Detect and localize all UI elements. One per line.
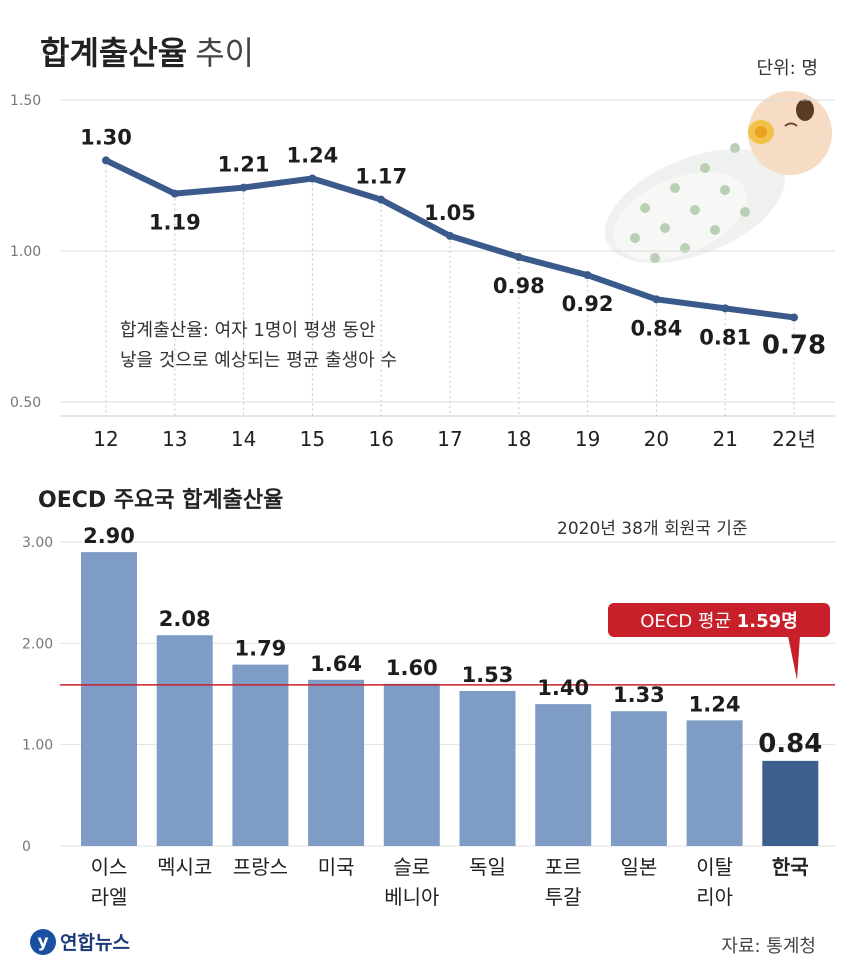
bar-category-label: 베니아 <box>384 885 439 909</box>
oecd-average-label: OECD 평균 1.59명 <box>640 611 798 632</box>
definition-line-2: 낳을 것으로 예상되는 평균 출생아 수 <box>120 350 398 371</box>
oecd-average-pointer <box>788 636 800 680</box>
line-xtick-label: 21 <box>712 427 737 451</box>
bar-data-label: 1.33 <box>613 683 665 707</box>
line-data-label: 0.81 <box>699 325 751 349</box>
line-xtick-label: 22년 <box>772 427 816 451</box>
line-point <box>102 156 110 165</box>
line-point <box>446 231 454 240</box>
bar-category-label: 라엘 <box>91 885 128 909</box>
bar <box>610 711 667 846</box>
bar <box>762 760 819 846</box>
bar-category-label: 이스 <box>91 855 128 879</box>
bar <box>81 552 137 846</box>
line-data-label: 0.84 <box>630 316 682 340</box>
line-data-label: 1.17 <box>355 165 407 189</box>
line-xtick-label: 16 <box>368 427 393 451</box>
bar-ytick-label: 1.00 <box>22 738 53 754</box>
bar-ytick-label: 2.00 <box>22 636 53 652</box>
bar <box>383 683 440 846</box>
title-main: 합계출산율 <box>40 34 188 72</box>
bar-category-label: 이탈 <box>696 855 733 879</box>
line-point <box>790 313 798 322</box>
logo-text: 연합뉴스 <box>60 932 130 954</box>
line-point <box>721 304 730 313</box>
line-xtick-label: 18 <box>506 427 531 451</box>
line-point <box>583 271 592 280</box>
line-xtick-label: 12 <box>93 427 118 451</box>
bar-ytick-label: 0 <box>22 839 31 855</box>
bar-category-label: 미국 <box>318 855 355 879</box>
bar-data-label: 2.90 <box>83 524 135 548</box>
bar-data-label: 0.84 <box>758 729 822 759</box>
line-xtick-label: 20 <box>644 427 669 451</box>
line-xtick-label: 19 <box>575 427 600 451</box>
bar <box>535 704 592 846</box>
bar-data-label: 2.08 <box>159 607 211 631</box>
logo-icon: y <box>30 928 56 955</box>
bar-category-label: 리아 <box>696 885 733 909</box>
bar <box>156 635 213 846</box>
bar-data-label: 1.40 <box>537 676 589 700</box>
oecd-average-box <box>608 603 830 637</box>
chart-title: 합계출산율 추이 <box>40 28 254 74</box>
line-data-label: 1.19 <box>149 211 201 235</box>
line-point <box>652 295 661 304</box>
line-data-label: 1.30 <box>80 125 132 149</box>
line-point <box>377 195 386 204</box>
line-xtick-label: 14 <box>231 427 256 451</box>
line-xtick-label: 15 <box>300 427 325 451</box>
bar <box>686 720 743 846</box>
bar-data-label: 1.60 <box>386 656 438 680</box>
line-point <box>170 189 179 198</box>
title-sub: 추이 <box>195 34 255 72</box>
line-point <box>239 183 248 192</box>
bar-data-label: 1.53 <box>462 663 514 687</box>
bar-category-label: 독일 <box>469 855 506 879</box>
unit-label: 단위: 명 <box>756 58 818 79</box>
line-chart: 1.50 1.00 0.50 1.30 1.19 1.21 1.24 1.17 1.05 0.9… <box>10 93 835 451</box>
line-data-label: 1.05 <box>424 201 476 225</box>
line-data-label: 1.24 <box>286 144 338 168</box>
source-label: 자료: 통계청 <box>721 936 816 957</box>
bar-ytick-label: 3.00 <box>22 535 53 551</box>
line-ytick-label: 0.50 <box>10 395 41 411</box>
bar-data-label: 1.24 <box>689 692 741 716</box>
line-ytick-label: 1.50 <box>10 93 41 109</box>
bar <box>308 679 365 846</box>
line-data-label: 1.21 <box>218 153 270 177</box>
line-xtick-label: 17 <box>437 427 462 451</box>
oecd-note: 2020년 38개 회원국 기준 <box>557 519 748 539</box>
bar-category-label: 프랑스 <box>233 855 288 879</box>
bar-category-label: 한국 <box>772 855 809 879</box>
yonhap-logo: y 연합뉴스 <box>30 928 130 955</box>
oecd-title: OECD 주요국 합계출산율 <box>38 488 284 513</box>
bar-data-label: 1.64 <box>310 652 362 676</box>
bar-data-label: 1.79 <box>234 637 286 661</box>
baby-illustration <box>605 91 832 263</box>
bar-category-label: 투갈 <box>545 885 582 909</box>
line-data-label: 0.78 <box>762 330 826 360</box>
bar <box>232 664 289 846</box>
bar-category-label: 멕시코 <box>157 855 212 879</box>
definition-line-1: 합계출산율: 여자 1명이 평생 동안 <box>120 320 376 341</box>
line-point <box>308 174 317 183</box>
line-ytick-label: 1.00 <box>10 244 41 260</box>
line-xtick-label: 13 <box>162 427 187 451</box>
definition-note: 합계출산율: 여자 1명이 평생 동안 낳을 것으로 예상되는 평균 출생아 수 <box>120 316 397 376</box>
bar <box>459 690 516 846</box>
line-data-label: 0.92 <box>562 292 614 316</box>
line-point <box>514 253 523 262</box>
line-data-label: 0.98 <box>493 274 545 298</box>
bar-category-label: 슬로 <box>393 855 430 879</box>
bar-category-label: 포르 <box>545 855 582 879</box>
bar-category-label: 일본 <box>620 855 657 879</box>
